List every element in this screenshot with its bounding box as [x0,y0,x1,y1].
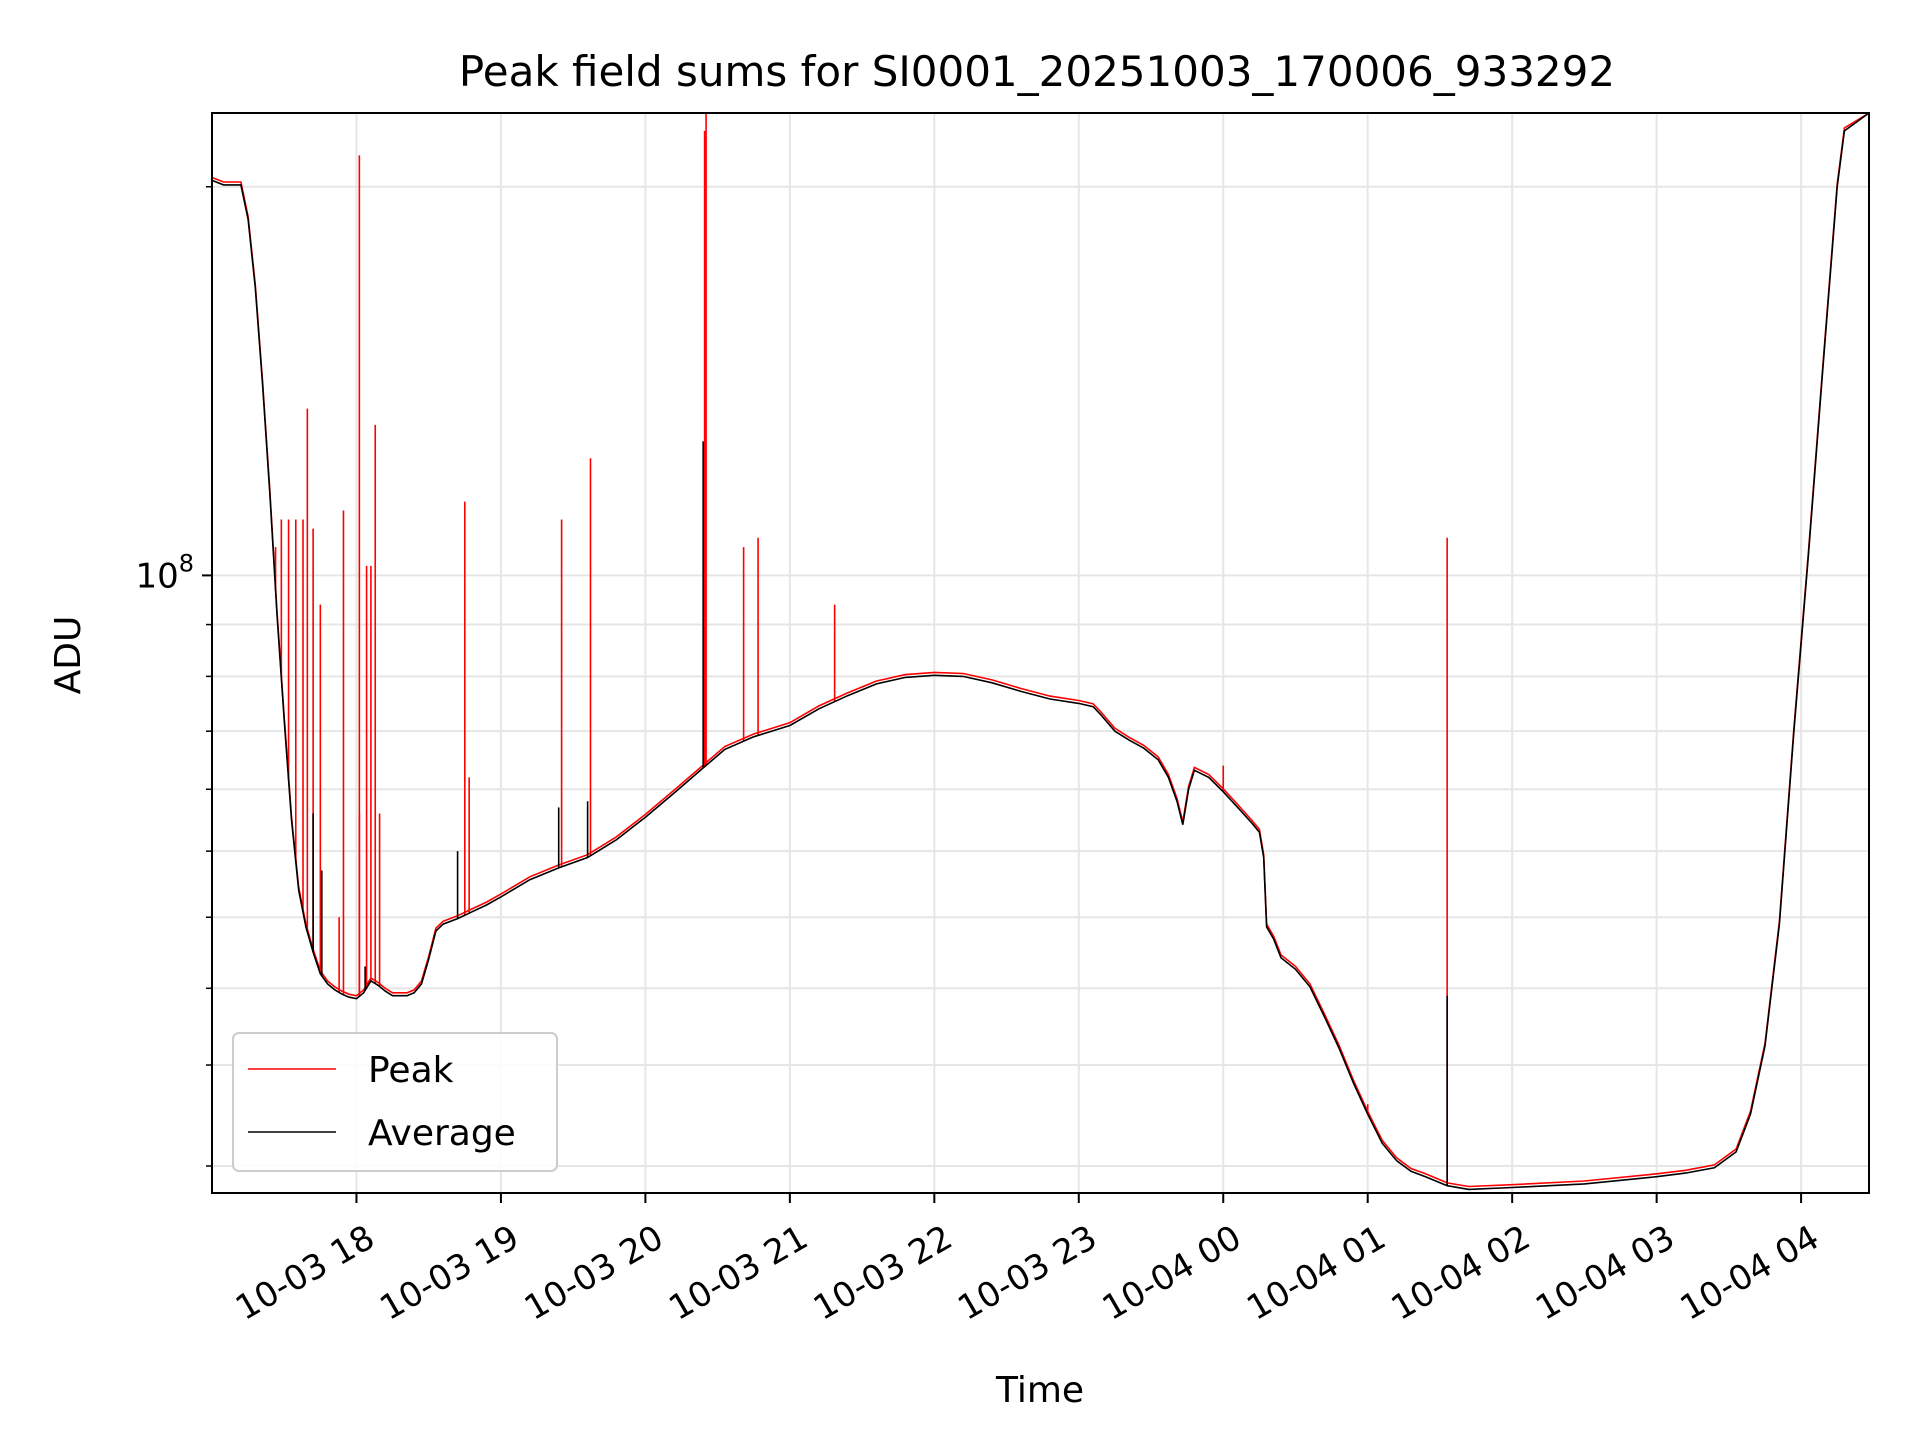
grid [212,113,1869,1193]
y-axis-label: ADU [48,616,89,695]
x-tick-label-3: 10-03 21 [662,1218,814,1329]
y-axis: 108 [135,186,212,1167]
x-axis-label: Time [995,1370,1084,1411]
x-tick-label-5: 10-03 23 [951,1218,1103,1329]
legend: Peak Average [232,1032,558,1172]
legend-label-average: Average [368,1113,516,1154]
x-tick-label-7: 10-04 01 [1240,1218,1392,1329]
x-tick-label-1: 10-03 19 [373,1218,525,1329]
legend-label-peak: Peak [368,1050,454,1091]
x-tick-label-0: 10-03 18 [229,1218,381,1329]
legend-frame [232,1032,558,1172]
series-layer [211,112,1870,1191]
x-tick-label-10: 10-04 04 [1674,1218,1826,1329]
plot-frame [211,112,1870,1194]
series-average [211,112,1870,1191]
x-tick-label-8: 10-04 02 [1385,1218,1537,1329]
peak-line [211,112,1870,1188]
y-tick-label-0: 108 [135,549,194,596]
x-tick-label-2: 10-03 20 [518,1218,670,1329]
x-tick-label-6: 10-04 00 [1096,1218,1248,1329]
x-tick-label-9: 10-04 03 [1529,1218,1681,1329]
chart-title: Peak field sums for SI0001_20251003_1700… [459,47,1615,96]
series-peak [211,112,1870,1188]
average-line [211,112,1870,1191]
x-tick-label-4: 10-03 22 [807,1218,959,1329]
